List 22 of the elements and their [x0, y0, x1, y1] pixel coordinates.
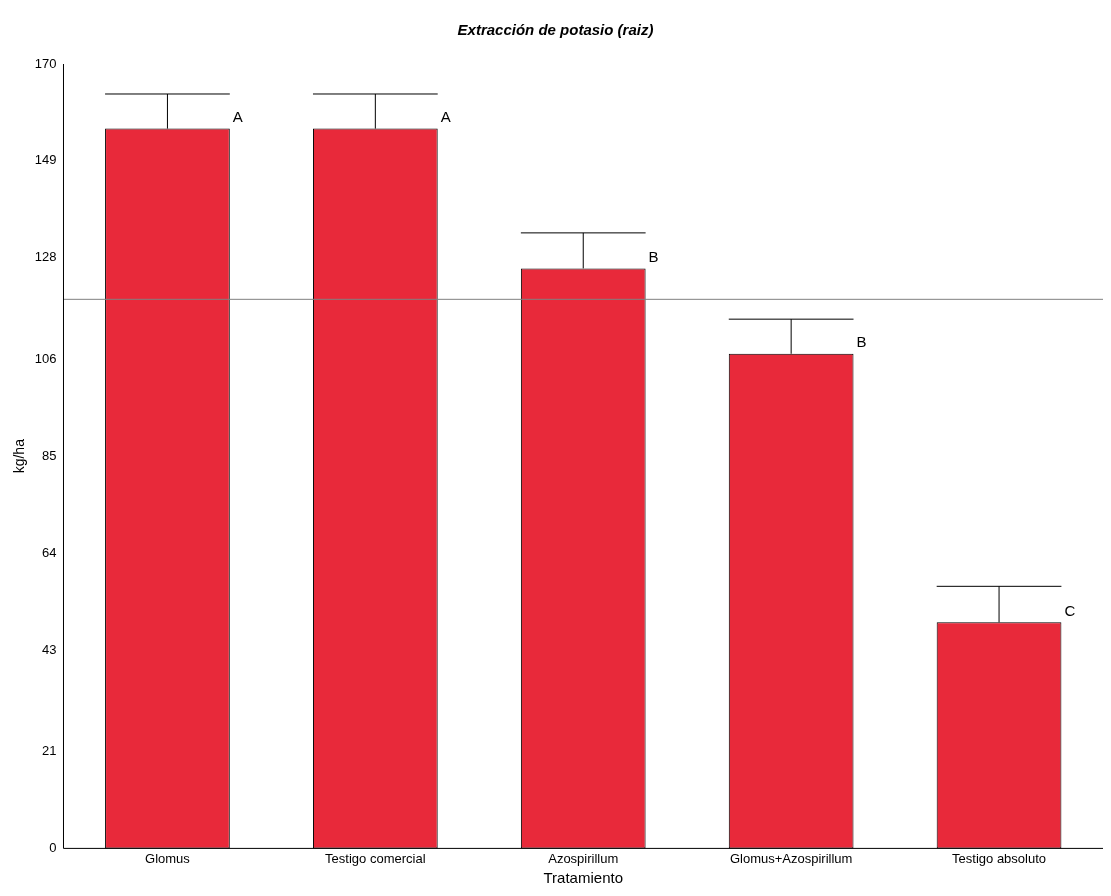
y-tick-label: 64	[42, 544, 57, 560]
y-axis-title: kg/ha	[11, 438, 28, 474]
x-tick-label: Testigo comercial	[325, 850, 426, 866]
y-tick-label: 43	[42, 641, 57, 657]
x-axis-title: Tratamiento	[543, 869, 623, 887]
x-tick-label: Glomus	[145, 850, 191, 866]
annotation: A	[232, 108, 243, 126]
y-tick-label: 170	[34, 55, 57, 71]
y-tick-label: 106	[34, 350, 57, 366]
y-tick-label: 0	[49, 839, 57, 855]
x-tick-label: Glomus+Azospirillum	[729, 850, 853, 866]
y-tick-label: 85	[42, 447, 57, 463]
y-tick-label: 128	[34, 249, 57, 265]
x-tick-label: Testigo absoluto	[952, 850, 1047, 866]
annotation: B	[648, 248, 659, 266]
annotation: B	[856, 333, 867, 351]
x-tick-label: Azospirillum	[548, 850, 619, 866]
annotation: A	[440, 108, 451, 126]
y-tick-label: 149	[34, 152, 57, 168]
y-tick-label: 21	[42, 743, 57, 759]
chart-title: Extracción de potasio (raiz)	[457, 21, 654, 39]
annotation: C	[1064, 601, 1076, 619]
